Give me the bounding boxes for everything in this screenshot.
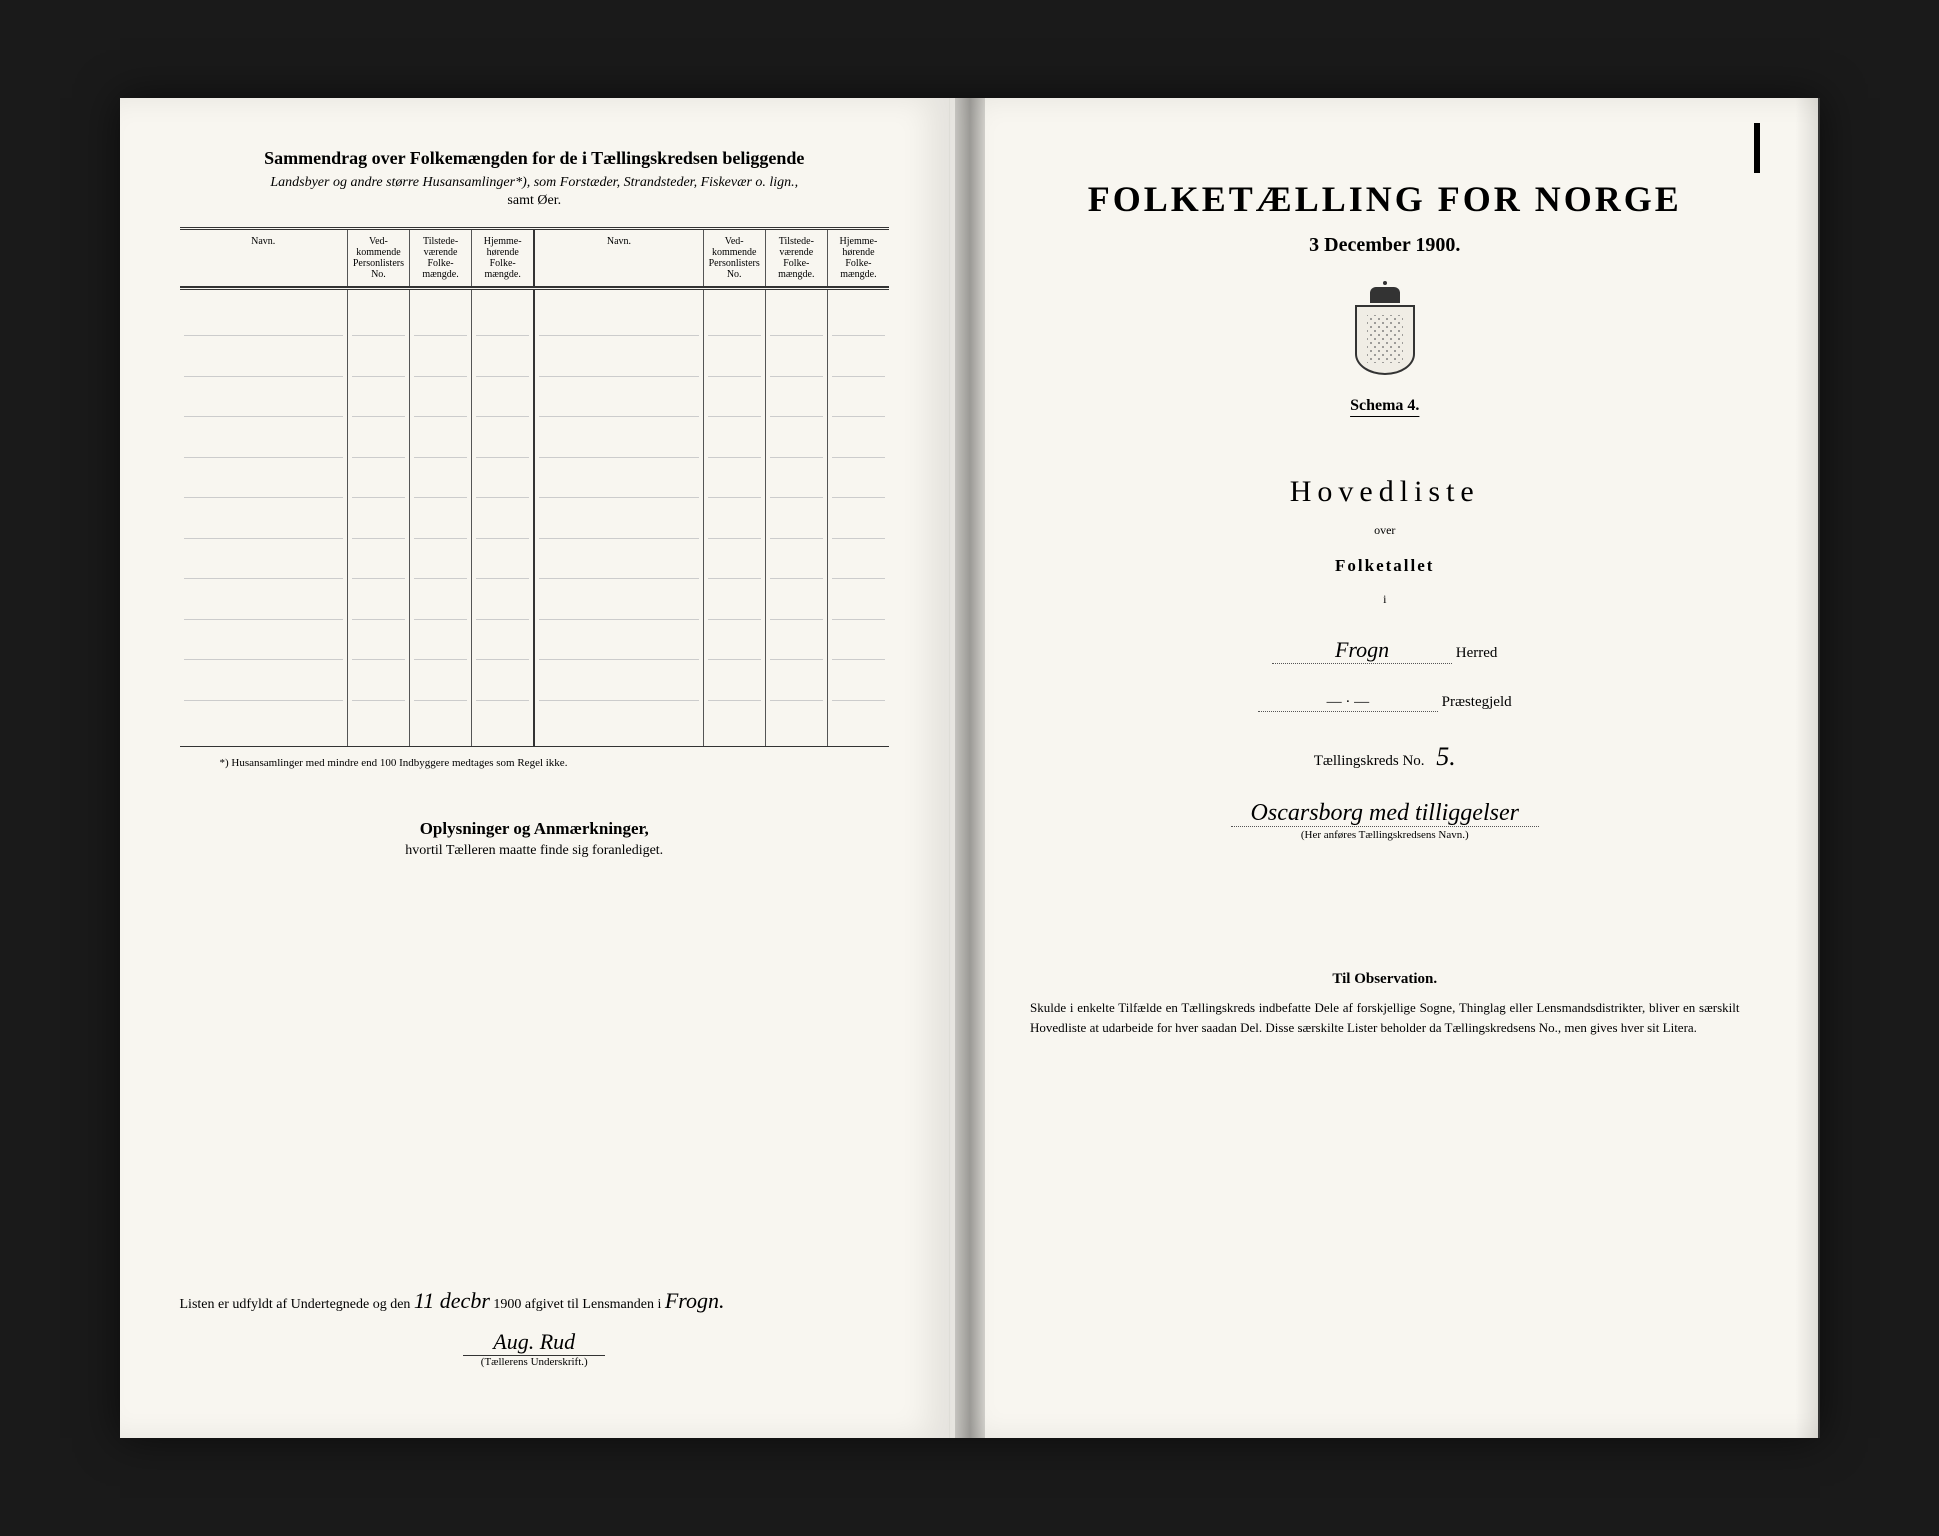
right-page: FOLKETÆLLING FOR NORGE 3 December 1900. … <box>950 98 1820 1438</box>
col-hjemme: Hjemme-hørende Folke-mængde. <box>472 230 533 286</box>
herred-value: Frogn <box>1335 637 1389 662</box>
ledger-table: Navn. Ved-kommende Personlisters No. Til… <box>180 227 890 747</box>
remarks-subtitle: hvortil Tælleren maatte finde sig foranl… <box>180 843 890 859</box>
census-title: FOLKETÆLLING FOR NORGE <box>1030 178 1740 220</box>
summary-subtitle: Landsbyer og andre større Husansamlinger… <box>180 175 890 191</box>
herred-label: Herred <box>1456 645 1498 661</box>
signature-label: (Tællerens Underskrift.) <box>180 1356 890 1368</box>
signature: Aug. Rud <box>463 1329 605 1356</box>
completion-mid: 1900 afgivet til Lensmanden i <box>493 1297 661 1312</box>
signature-block: Aug. Rud (Tællerens Underskrift.) <box>180 1329 890 1368</box>
kreds-name-label: (Her anføres Tællingskredsens Navn.) <box>1030 829 1740 841</box>
left-page: Sammendrag over Folkemængden for de i Tæ… <box>120 98 951 1438</box>
over-label: over <box>1030 523 1740 538</box>
completion-line: Listen er udfyldt af Undertegnede og den… <box>180 1288 890 1368</box>
observation-text: Skulde i enkelte Tilfælde en Tællingskre… <box>1030 998 1740 1037</box>
completion-place: Frogn. <box>665 1288 725 1313</box>
book-spine <box>955 98 985 1438</box>
praestegjeld-row: — · — Præstegjeld <box>1030 694 1740 712</box>
footnote: *) Husansamlinger med mindre end 100 Ind… <box>220 757 890 769</box>
page-edge <box>1795 98 1820 1438</box>
coat-of-arms-icon <box>1350 287 1420 377</box>
completion-date: 11 decbr <box>414 1288 490 1313</box>
observation-title: Til Observation. <box>1030 971 1740 988</box>
praestegjeld-label: Præstegjeld <box>1442 694 1512 710</box>
kreds-name-value: Oscarsborg med tilliggelser <box>1231 800 1539 827</box>
col-name-2: Navn. <box>535 230 703 286</box>
col-name: Navn. <box>180 230 348 286</box>
col-personlister-2: Ved-kommende Personlisters No. <box>704 230 766 286</box>
folketallet-label: Folketallet <box>1030 556 1740 576</box>
tkreds-row: Tællingskreds No. 5. <box>1030 742 1740 772</box>
col-hjemme-2: Hjemme-hørende Folke-mængde. <box>828 230 889 286</box>
completion-prefix: Listen er udfyldt af Undertegnede og den <box>180 1297 411 1312</box>
tkreds-label: Tællingskreds No. <box>1314 753 1425 769</box>
summary-title: Sammendrag over Folkemængden for de i Tæ… <box>180 148 890 169</box>
herred-row: Frogn Herred <box>1030 637 1740 664</box>
remarks-title: Oplysninger og Anmærkninger, <box>180 819 890 839</box>
col-personlister: Ved-kommende Personlisters No. <box>348 230 410 286</box>
census-book: Sammendrag over Folkemængden for de i Tæ… <box>120 98 1820 1438</box>
summary-subtitle2: samt Øer. <box>180 193 890 209</box>
i-label: i <box>1030 592 1740 607</box>
col-tilstede: Tilstede-værende Folke-mængde. <box>410 230 472 286</box>
praestegjeld-value: — · — <box>1327 694 1370 710</box>
tab-marker <box>1754 123 1760 173</box>
hovedliste-heading: Hovedliste <box>1030 475 1740 509</box>
ledger-body <box>180 287 890 747</box>
schema-label: Schema 4. <box>1030 397 1740 415</box>
col-tilstede-2: Tilstede-værende Folke-mængde. <box>766 230 828 286</box>
ledger-header: Navn. Ved-kommende Personlisters No. Til… <box>180 227 890 287</box>
tkreds-number: 5. <box>1436 742 1456 771</box>
kreds-name-row: Oscarsborg med tilliggelser (Her anføres… <box>1030 800 1740 841</box>
census-date: 3 December 1900. <box>1030 234 1740 257</box>
